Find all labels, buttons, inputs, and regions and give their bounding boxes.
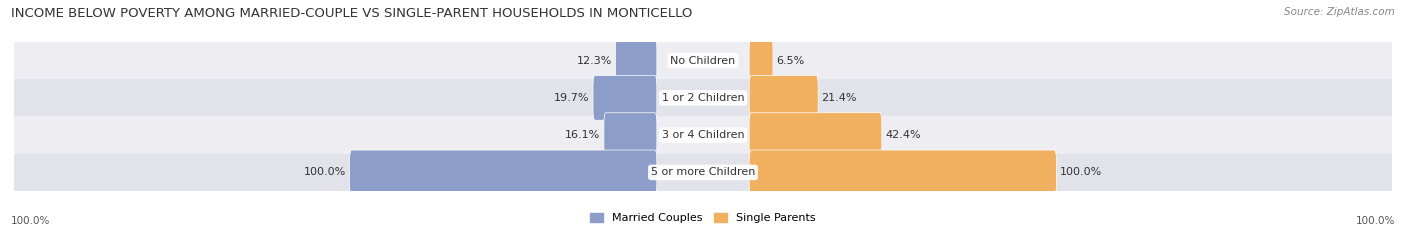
Legend: Married Couples, Single Parents: Married Couples, Single Parents xyxy=(586,208,820,227)
Text: 12.3%: 12.3% xyxy=(576,56,612,65)
Text: 42.4%: 42.4% xyxy=(886,130,921,140)
Bar xyxy=(14,79,1392,116)
Text: 100.0%: 100.0% xyxy=(1355,216,1395,226)
Text: 100.0%: 100.0% xyxy=(1060,168,1102,177)
Text: 3 or 4 Children: 3 or 4 Children xyxy=(662,130,744,140)
Text: 21.4%: 21.4% xyxy=(821,93,858,103)
Text: INCOME BELOW POVERTY AMONG MARRIED-COUPLE VS SINGLE-PARENT HOUSEHOLDS IN MONTICE: INCOME BELOW POVERTY AMONG MARRIED-COUPL… xyxy=(11,7,693,20)
Text: 5 or more Children: 5 or more Children xyxy=(651,168,755,177)
FancyBboxPatch shape xyxy=(593,75,657,120)
Text: 16.1%: 16.1% xyxy=(565,130,600,140)
FancyBboxPatch shape xyxy=(749,150,1056,195)
FancyBboxPatch shape xyxy=(350,150,657,195)
FancyBboxPatch shape xyxy=(605,113,657,158)
Text: 1 or 2 Children: 1 or 2 Children xyxy=(662,93,744,103)
Text: 100.0%: 100.0% xyxy=(304,168,346,177)
Text: 100.0%: 100.0% xyxy=(11,216,51,226)
Bar xyxy=(14,116,1392,154)
Bar xyxy=(14,42,1392,79)
FancyBboxPatch shape xyxy=(749,113,882,158)
Bar xyxy=(14,154,1392,191)
Text: 6.5%: 6.5% xyxy=(776,56,804,65)
Text: Source: ZipAtlas.com: Source: ZipAtlas.com xyxy=(1284,7,1395,17)
FancyBboxPatch shape xyxy=(749,75,818,120)
Text: No Children: No Children xyxy=(671,56,735,65)
FancyBboxPatch shape xyxy=(616,38,657,83)
FancyBboxPatch shape xyxy=(749,38,773,83)
Text: 19.7%: 19.7% xyxy=(554,93,589,103)
